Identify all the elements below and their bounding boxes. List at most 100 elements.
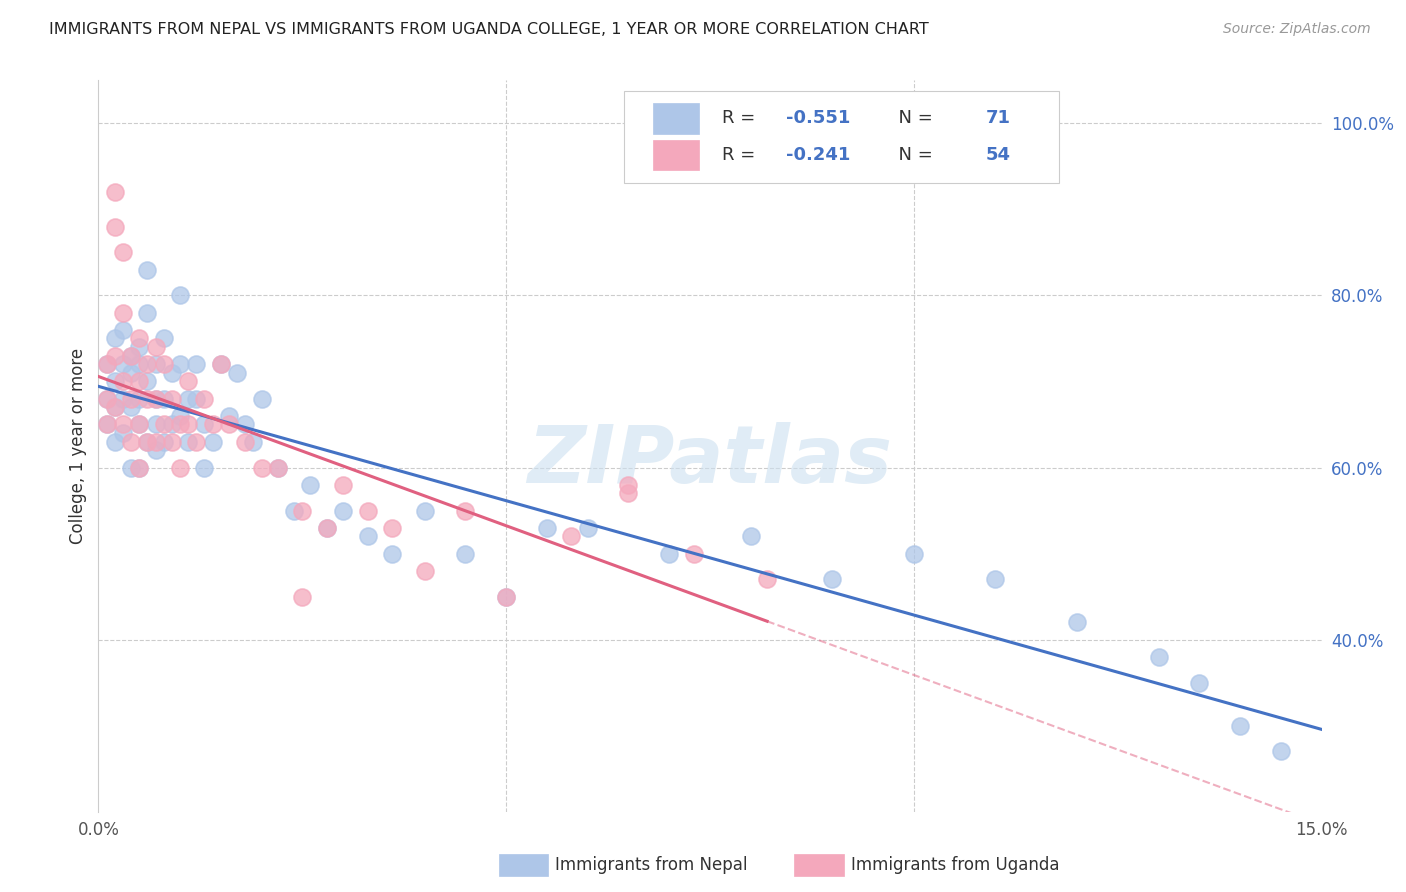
Point [218, 417, 240, 432]
Point [617, 477, 640, 491]
Point [160, 392, 183, 406]
Text: Source: ZipAtlas.com: Source: ZipAtlas.com [1223, 22, 1371, 37]
Point [233, 417, 256, 432]
Point [682, 547, 704, 561]
Text: Immigrants from Uganda: Immigrants from Uganda [851, 856, 1059, 874]
Point [233, 434, 256, 449]
Point [145, 417, 167, 432]
Text: R =: R = [723, 110, 761, 128]
Point [96, 392, 118, 406]
Point [160, 434, 183, 449]
Text: Immigrants from Nepal: Immigrants from Nepal [555, 856, 748, 874]
Point [111, 417, 134, 432]
Point [169, 357, 191, 371]
Point [136, 305, 159, 319]
Point [413, 503, 436, 517]
Point [381, 521, 404, 535]
Point [1066, 615, 1088, 630]
Point [267, 460, 290, 475]
Point [186, 434, 208, 449]
Point [152, 357, 174, 371]
Point [136, 392, 159, 406]
Point [658, 547, 681, 561]
Point [136, 434, 159, 449]
Point [903, 547, 925, 561]
Point [193, 460, 215, 475]
Point [145, 340, 167, 354]
Point [111, 245, 134, 260]
Point [96, 417, 118, 432]
Point [413, 564, 436, 578]
Point [136, 434, 159, 449]
Point [756, 573, 779, 587]
Point [495, 590, 517, 604]
Point [169, 417, 191, 432]
Point [104, 434, 127, 449]
Point [160, 417, 183, 432]
FancyBboxPatch shape [624, 91, 1059, 183]
Point [104, 185, 127, 199]
Point [120, 366, 142, 380]
Point [169, 409, 191, 423]
Point [128, 417, 150, 432]
Point [560, 529, 582, 543]
Text: N =: N = [887, 110, 939, 128]
Point [111, 426, 134, 441]
Point [1270, 744, 1292, 758]
Point [536, 521, 558, 535]
Point [299, 477, 322, 491]
Point [120, 401, 142, 415]
Point [104, 401, 127, 415]
Point [454, 547, 477, 561]
Point [381, 547, 404, 561]
Point [120, 349, 142, 363]
Y-axis label: College, 1 year or more: College, 1 year or more [69, 348, 87, 544]
Point [169, 288, 191, 302]
Point [145, 392, 167, 406]
Point [267, 460, 290, 475]
Text: -0.551: -0.551 [786, 110, 851, 128]
Point [291, 590, 314, 604]
Point [177, 392, 200, 406]
Point [332, 477, 354, 491]
Point [356, 503, 378, 517]
Point [128, 357, 150, 371]
Point [120, 434, 142, 449]
FancyBboxPatch shape [652, 103, 699, 134]
Point [576, 521, 599, 535]
Point [186, 357, 208, 371]
Point [136, 375, 159, 389]
Point [1229, 719, 1251, 733]
Point [104, 331, 127, 345]
Point [315, 521, 337, 535]
Text: -0.241: -0.241 [786, 146, 851, 164]
Text: 54: 54 [986, 146, 1011, 164]
Point [104, 401, 127, 415]
Point [111, 357, 134, 371]
Point [193, 392, 215, 406]
Point [209, 357, 232, 371]
Point [315, 521, 337, 535]
Point [104, 349, 127, 363]
Point [152, 434, 174, 449]
Point [152, 331, 174, 345]
Point [128, 460, 150, 475]
Point [111, 323, 134, 337]
Point [177, 375, 200, 389]
Point [96, 392, 118, 406]
Point [193, 417, 215, 432]
Point [821, 573, 844, 587]
Text: R =: R = [723, 146, 761, 164]
Point [984, 573, 1007, 587]
Point [356, 529, 378, 543]
Point [128, 417, 150, 432]
Point [128, 375, 150, 389]
Text: 71: 71 [986, 110, 1011, 128]
Point [201, 417, 224, 432]
Point [218, 409, 240, 423]
Point [152, 417, 174, 432]
Point [136, 357, 159, 371]
Point [111, 305, 134, 319]
Point [145, 357, 167, 371]
Point [120, 392, 142, 406]
